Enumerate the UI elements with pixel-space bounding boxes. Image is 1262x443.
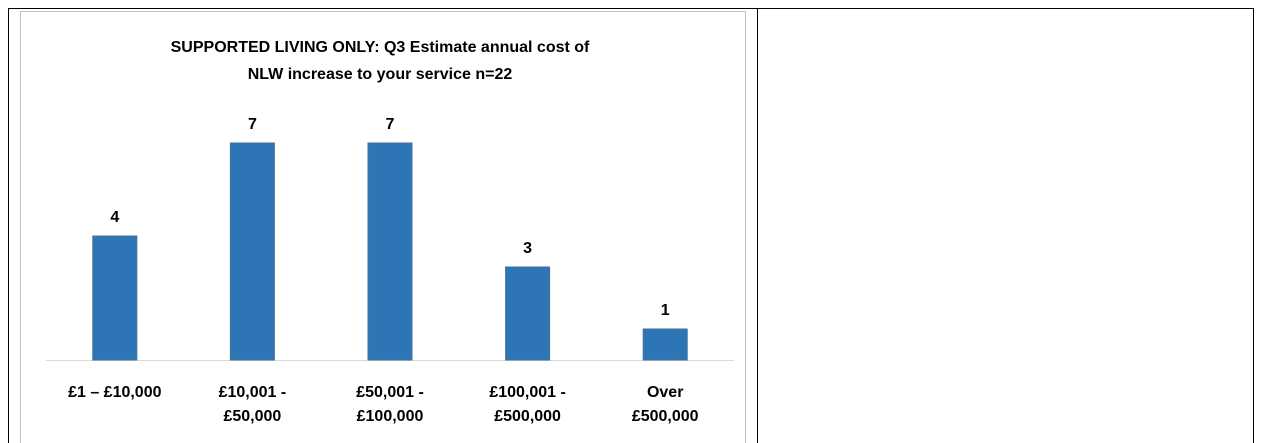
x-tick-label: £100,001 - £500,000 xyxy=(489,384,566,425)
data-label: 1 xyxy=(661,302,670,319)
x-tick-label: £1 – £10,000 xyxy=(68,384,162,401)
bar xyxy=(367,142,413,361)
data-label: 7 xyxy=(386,116,395,133)
x-tick-label: Over £500,000 xyxy=(631,384,699,425)
bar xyxy=(505,266,551,361)
data-label: 3 xyxy=(523,240,532,257)
chart-frame xyxy=(20,11,746,443)
data-label: 4 xyxy=(110,209,119,226)
x-tick-label: £50,001 - £100,000 xyxy=(356,384,424,425)
x-tick-label: £10,001 - £50,000 xyxy=(218,384,287,425)
bar xyxy=(229,142,275,361)
bar xyxy=(642,328,688,361)
chart-title: SUPPORTED LIVING ONLY: Q3 Estimate annua… xyxy=(170,39,590,83)
data-label: 7 xyxy=(248,116,257,133)
bar xyxy=(92,235,138,361)
